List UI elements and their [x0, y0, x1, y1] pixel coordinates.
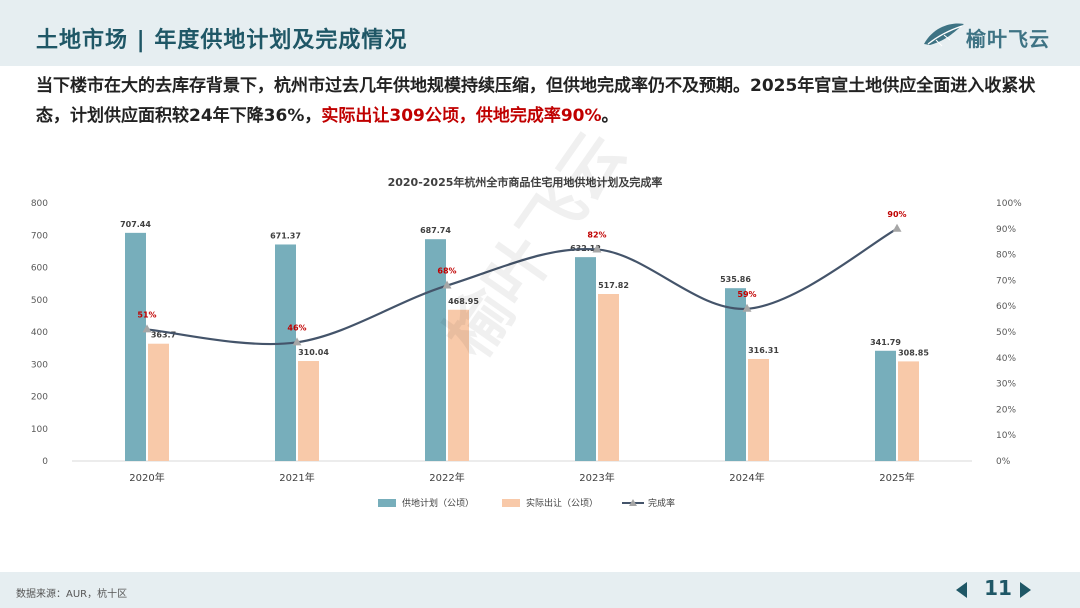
- summary-part1: 当下楼市在大的去库存背景下，杭州市过去几年供地规模持续压缩，但供地完成率仍不及预…: [36, 76, 1036, 126]
- actual-data-label: 468.95: [448, 297, 479, 306]
- page-title: 土地市场 | 年度供地计划及完成情况: [36, 28, 408, 53]
- actual-bar: [598, 294, 619, 461]
- leaf-logo-icon: [924, 23, 964, 47]
- x-tick-label: 2025年: [879, 471, 914, 484]
- data-source-note: 数据来源：AUR，杭十区: [16, 589, 128, 600]
- legend-swatch: [378, 499, 396, 507]
- x-tick-label: 2024年: [729, 471, 764, 484]
- right-y-tick-label: 10%: [996, 431, 1016, 441]
- plan-bar: [875, 350, 896, 461]
- x-axis-labels: 2020年 2021年 2022年 2023年 2024年 2025年: [129, 471, 914, 484]
- rate-line: [146, 227, 898, 346]
- rate-data-label: 68%: [437, 267, 456, 276]
- pager: 11: [952, 576, 1042, 604]
- plan-data-label: 671.37: [270, 231, 301, 240]
- rate-marker: [142, 324, 152, 333]
- legend-label: 供地计划（公顷）: [402, 497, 474, 509]
- rate-line-group: 51% 46% 68% 82% 59% 90%: [137, 210, 907, 346]
- actual-data-label: 310.04: [298, 348, 329, 357]
- plan-bar: [575, 257, 596, 461]
- actual-bar: [148, 343, 169, 461]
- rate-data-label: 51%: [137, 310, 156, 319]
- brand-logo: 榆叶飞云: [922, 20, 1062, 52]
- chart-legend: 供地计划（公顷） 实际出让（公顷） 完成率: [378, 497, 675, 509]
- next-page-icon[interactable]: [1020, 582, 1031, 598]
- logo-text: 榆叶飞云: [966, 27, 1050, 51]
- rate-marker: [742, 303, 752, 312]
- summary-part2: 。: [601, 106, 619, 126]
- prev-page-icon[interactable]: [956, 582, 967, 598]
- plan-bar: [725, 288, 746, 461]
- plan-bar: [125, 232, 146, 461]
- plan-data-label: 341.79: [870, 338, 901, 347]
- right-y-tick-label: 100%: [996, 199, 1022, 209]
- right-y-tick-label: 0%: [996, 457, 1011, 467]
- summary-text: 当下楼市在大的去库存背景下，杭州市过去几年供地规模持续压缩，但供地完成率仍不及预…: [36, 71, 1060, 131]
- summary-highlight: 实际出让309公顷，供地完成率90%: [321, 106, 602, 126]
- right-y-tick-label: 90%: [996, 225, 1016, 235]
- right-y-tick-label: 60%: [996, 302, 1016, 312]
- actual-data-label: 363.7: [151, 331, 176, 340]
- combo-chart: 2020-2025年杭州全市商品住宅用地供地计划及完成率 0 100 200 300 4…: [31, 175, 1022, 509]
- plan-data-label: 687.74: [420, 226, 451, 235]
- x-tick-label: 2020年: [129, 471, 164, 484]
- rate-data-label: 46%: [287, 323, 306, 332]
- left-y-tick-label: 300: [31, 360, 48, 370]
- plan-data-label: 535.86: [720, 275, 751, 284]
- actual-bar: [448, 309, 469, 461]
- left-y-axis: 0 100 200 300 400 500 600 700 800: [31, 199, 48, 467]
- left-y-tick-label: 0: [42, 457, 48, 467]
- right-y-tick-label: 50%: [996, 328, 1016, 338]
- rate-data-label: 90%: [887, 210, 906, 219]
- left-y-tick-label: 100: [31, 425, 48, 435]
- left-y-tick-label: 400: [31, 328, 48, 338]
- left-y-tick-label: 600: [31, 264, 48, 274]
- actual-bar: [748, 358, 769, 461]
- plan-bar: [425, 239, 446, 461]
- header-band: [0, 0, 1080, 66]
- left-y-tick-label: 200: [31, 393, 48, 403]
- rate-marker: [292, 337, 302, 346]
- actual-data-label: 316.31: [748, 346, 779, 355]
- actual-bar: [898, 361, 919, 461]
- plan-data-label: 707.44: [120, 220, 151, 229]
- rate-marker: [892, 223, 902, 232]
- right-y-tick-label: 30%: [996, 380, 1016, 390]
- legend-swatch: [502, 499, 520, 507]
- actual-bar: [298, 361, 319, 461]
- x-tick-label: 2023年: [579, 471, 614, 484]
- x-tick-label: 2021年: [279, 471, 314, 484]
- chart-title: 2020-2025年杭州全市商品住宅用地供地计划及完成率: [388, 175, 663, 189]
- left-y-tick-label: 800: [31, 199, 48, 209]
- rate-data-label: 82%: [587, 230, 606, 239]
- right-y-tick-label: 80%: [996, 251, 1016, 261]
- page-number: 11: [984, 576, 1012, 600]
- right-y-tick-label: 20%: [996, 405, 1016, 415]
- rate-marker: [442, 280, 452, 289]
- actual-data-label: 517.82: [598, 281, 629, 290]
- bars-group: 707.44363.7671.37310.04687.74468.95632.1…: [120, 220, 929, 461]
- actual-data-label: 308.85: [898, 348, 929, 357]
- right-y-tick-label: 70%: [996, 276, 1016, 286]
- rate-data-label: 59%: [737, 290, 756, 299]
- plan-bar: [275, 244, 296, 461]
- legend-marker: [629, 499, 637, 506]
- right-y-tick-label: 40%: [996, 354, 1016, 364]
- legend-label: 完成率: [648, 497, 675, 509]
- footer-band: 数据来源：AUR，杭十区 11: [0, 572, 1080, 608]
- legend-label: 实际出让（公顷）: [526, 497, 598, 509]
- right-y-axis: 0% 10% 20% 30% 40% 50% 60% 70% 80% 90% 100%: [996, 199, 1022, 467]
- rate-marker: [592, 244, 602, 253]
- left-y-tick-label: 700: [31, 231, 48, 241]
- left-y-tick-label: 500: [31, 296, 48, 306]
- x-tick-label: 2022年: [429, 471, 464, 484]
